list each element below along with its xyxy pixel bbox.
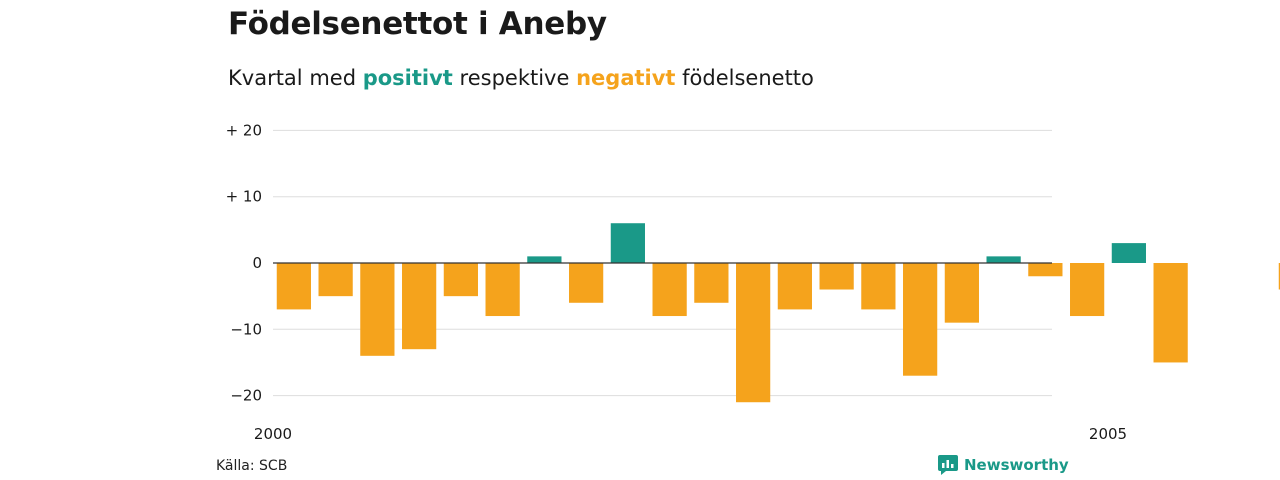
x-axis: 20002005201020152020 (254, 425, 1127, 443)
y-tick-label: + 20 (226, 121, 262, 139)
bar-negative (819, 263, 854, 290)
bar-chart: + 20+ 100−10−20 20002005201020152020 (226, 121, 1280, 443)
y-tick-label: 0 (252, 254, 262, 272)
bar-negative (903, 263, 938, 376)
brand-logo: Newsworthy (938, 455, 1069, 475)
x-tick-label: 2000 (254, 425, 292, 443)
bar-positive (610, 223, 645, 263)
bar-negative (276, 263, 311, 310)
x-tick-label: 2005 (1089, 425, 1127, 443)
bar-negative (360, 263, 395, 356)
bar-negative (652, 263, 687, 317)
y-tick-label: −10 (230, 320, 262, 338)
bar-negative (485, 263, 520, 317)
subtitle-positive-word: positivt (362, 66, 453, 90)
bar-positive (1111, 243, 1146, 263)
bar-negative (443, 263, 478, 297)
bar-negative (1070, 263, 1105, 317)
brand-name: Newsworthy (964, 456, 1069, 474)
bar-negative (736, 263, 771, 403)
chart-title: Födelsenettot i Aneby (228, 6, 607, 42)
bar-negative (1278, 263, 1280, 290)
y-axis: + 20 + 10 0 −10 −20 (226, 121, 262, 404)
bar-positive (986, 256, 1021, 263)
bar-negative (1028, 263, 1063, 277)
subtitle-negative-word: negativt (576, 66, 676, 90)
y-tick-label: −20 (230, 387, 262, 405)
subtitle-suffix: födelsenetto (682, 66, 814, 90)
bar-negative (861, 263, 896, 310)
subtitle-middle: respektive (459, 66, 570, 90)
bar-negative (1153, 263, 1188, 363)
bar-negative (777, 263, 812, 310)
subtitle-prefix: Kvartal med (228, 66, 357, 90)
chart-subtitle: Kvartal med positivt respektive negativt… (228, 66, 814, 90)
bar-negative (318, 263, 353, 297)
bar-negative (569, 263, 604, 303)
y-tick-label: + 10 (226, 188, 262, 206)
bar-negative (402, 263, 437, 350)
bar-positive (527, 256, 562, 263)
newsworthy-logo-icon (938, 455, 958, 475)
bar-negative (944, 263, 979, 323)
bar-negative (694, 263, 729, 303)
bar-series (276, 223, 1280, 403)
source-note: Källa: SCB (216, 458, 288, 474)
